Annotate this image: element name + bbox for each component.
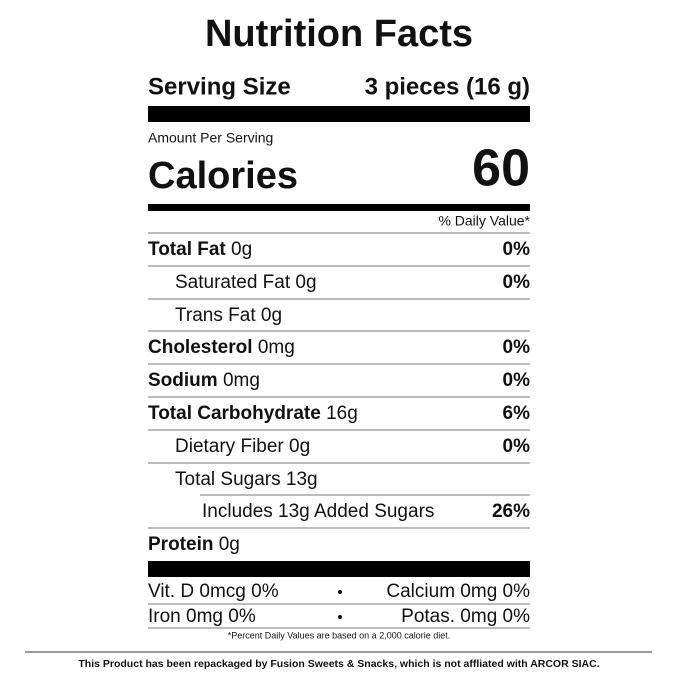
nutrient: Total Carbohydrate 16g bbox=[148, 403, 358, 424]
amount-per-serving: Amount Per Serving bbox=[148, 130, 273, 146]
dv: 0% bbox=[503, 337, 531, 358]
medium-bar bbox=[148, 204, 530, 211]
bullet bbox=[338, 615, 342, 619]
title: Nutrition Facts bbox=[205, 13, 473, 55]
vitamin: Iron 0mg 0% bbox=[148, 606, 256, 627]
dv: 0% bbox=[503, 370, 531, 391]
nutrient: Protein 0g bbox=[148, 534, 240, 555]
serving-value: 3 pieces (16 g) bbox=[365, 73, 530, 100]
thick-bar bbox=[148, 561, 530, 577]
nutrient: Includes 13g Added Sugars bbox=[202, 501, 434, 522]
nutrient: Total Sugars 13g bbox=[175, 469, 318, 490]
disclaimer: This Product has been repackaged by Fusi… bbox=[78, 658, 599, 670]
nutrient: Trans Fat 0g bbox=[175, 305, 282, 326]
dv-header: % Daily Value* bbox=[438, 213, 530, 229]
dv: 26% bbox=[492, 501, 530, 522]
nutrient: Total Fat 0g bbox=[148, 239, 252, 260]
calories-value: 60 bbox=[472, 140, 530, 198]
vitamin: Vit. D 0mcg 0% bbox=[148, 581, 279, 602]
footnote: *Percent Daily Values are based on a 2,0… bbox=[228, 630, 450, 640]
calories-label: Calories bbox=[148, 155, 298, 197]
thick-bar bbox=[148, 106, 530, 122]
nutrient: Saturated Fat 0g bbox=[175, 272, 317, 293]
vitamin: Calcium 0mg 0% bbox=[386, 581, 530, 602]
dv: 0% bbox=[503, 436, 531, 457]
dv: 6% bbox=[503, 403, 531, 424]
nutrient: Dietary Fiber 0g bbox=[175, 436, 310, 457]
serving-label: Serving Size bbox=[148, 73, 291, 100]
nutrient: Cholesterol 0mg bbox=[148, 337, 295, 358]
vitamin: Potas. 0mg 0% bbox=[401, 606, 530, 627]
dv: 0% bbox=[503, 239, 531, 260]
bullet bbox=[338, 590, 342, 594]
dv: 0% bbox=[503, 272, 531, 293]
nutrient: Sodium 0mg bbox=[148, 370, 260, 391]
